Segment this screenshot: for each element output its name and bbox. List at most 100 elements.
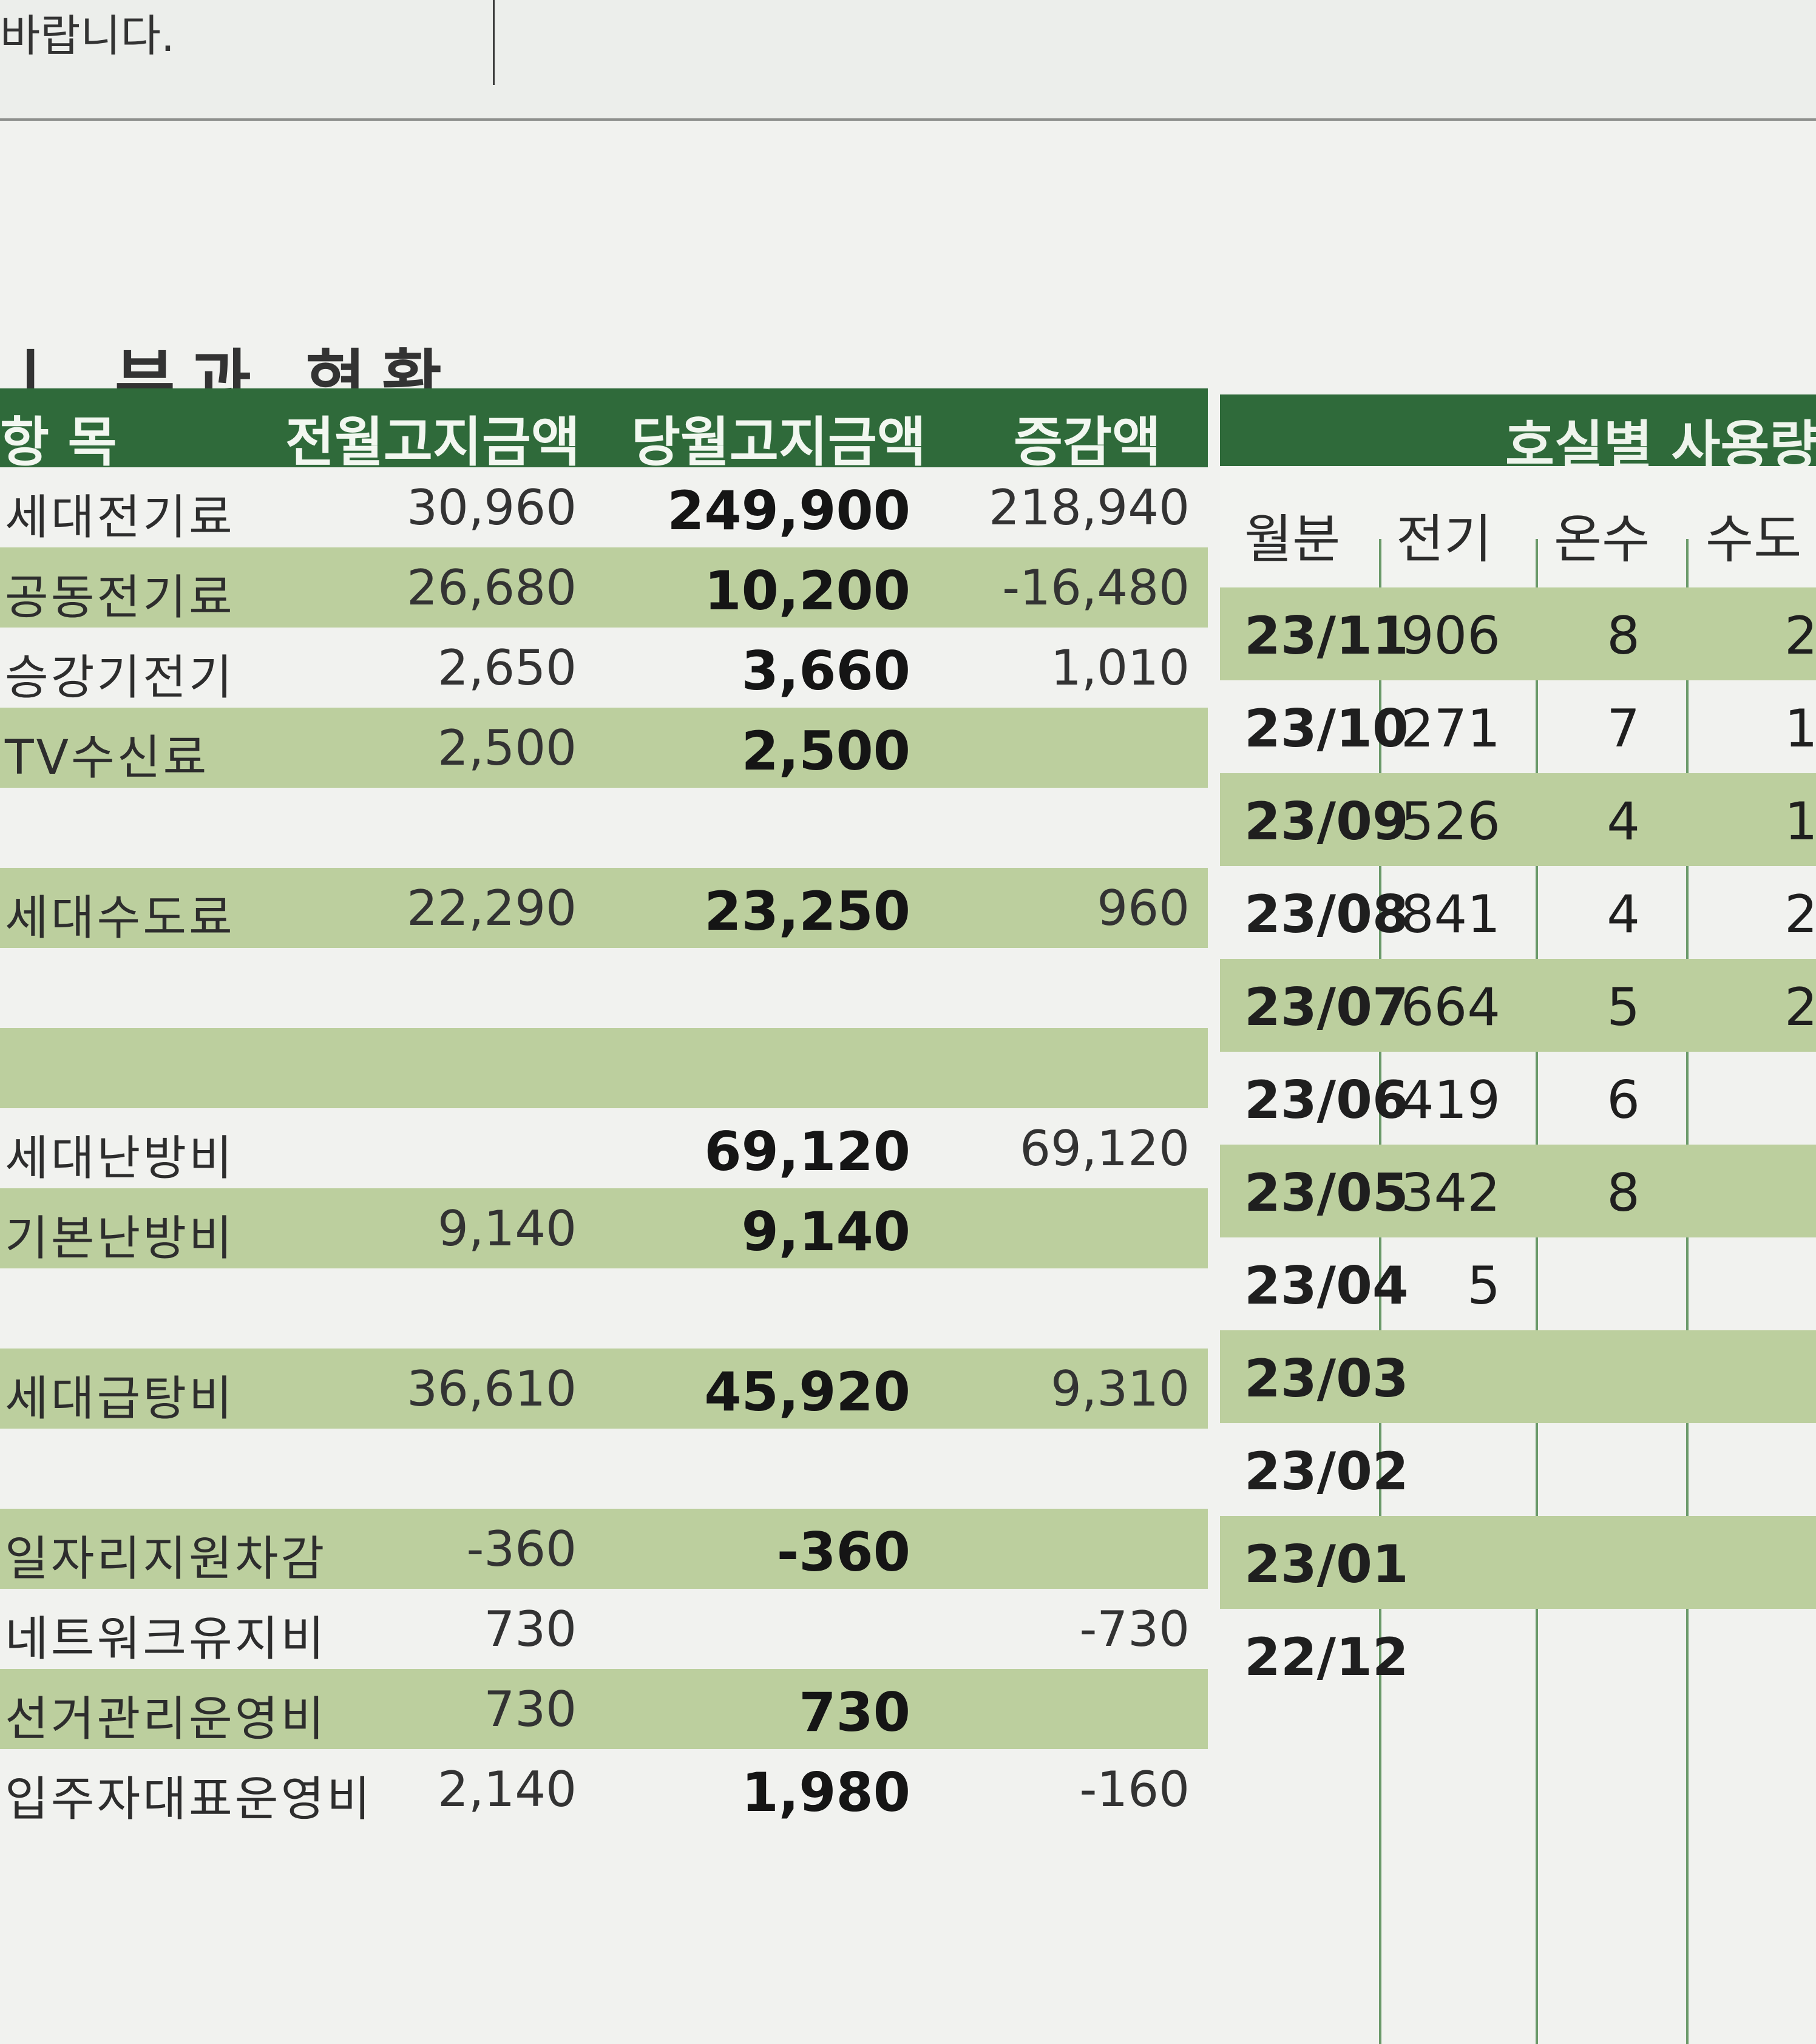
billing-table-header: 항 목 전월고지금액 당월고지금액 증감액 [0, 388, 1208, 473]
table-row: 23/08 841 4 2 [1220, 866, 1816, 959]
usage-water: 2 [1784, 977, 1816, 1038]
usage-hot-water: 7 [1607, 699, 1640, 759]
column-divider [1379, 539, 1381, 2044]
usage-water: 20 [1784, 606, 1816, 666]
table-row: 네트워크유지비 730 -730 [0, 1589, 1208, 1669]
table-row: 공동전기료 26,680 10,200 -16,480 [0, 547, 1208, 628]
prev-amount: 30,960 [407, 479, 577, 536]
current-amount: -360 [776, 1521, 910, 1583]
current-amount: 1,980 [741, 1761, 910, 1824]
table-row [0, 1429, 1208, 1509]
prev-amount: 730 [484, 1681, 577, 1738]
table-row: 23/05 342 8 [1220, 1145, 1816, 1237]
col-hot-water: 온수 [1554, 509, 1650, 570]
item-name: 기본난방비 [5, 1211, 235, 1266]
difference-amount: -730 [1079, 1601, 1190, 1657]
prev-amount: 2,650 [437, 640, 577, 696]
usage-month: 23/05 [1244, 1163, 1409, 1223]
usage-month: 23/02 [1244, 1441, 1409, 1502]
usage-hot-water: 5 [1607, 977, 1640, 1038]
table-row [0, 1268, 1208, 1349]
usage-table-title: 호실별 사용량 [1505, 415, 1816, 466]
table-row: 선거관리운영비 730 730 [0, 1669, 1208, 1749]
table-row: 23/10 271 7 1 [1220, 680, 1816, 773]
table-row: 23/02 [1220, 1423, 1816, 1516]
current-amount: 730 [799, 1681, 910, 1744]
header-item: 항 목 [0, 411, 117, 473]
header-prev-month: 전월고지금액 [285, 411, 580, 473]
table-row: 세대난방비 69,120 69,120 [0, 1108, 1208, 1188]
column-divider [1686, 539, 1689, 2044]
prev-amount: 26,680 [407, 560, 577, 616]
usage-electricity: 841 [1400, 884, 1500, 945]
usage-electricity: 664 [1400, 977, 1500, 1038]
table-row: 23/03 [1220, 1330, 1816, 1423]
prev-amount: 2,500 [437, 720, 577, 776]
item-name: 공동전기료 [5, 570, 235, 625]
current-amount: 9,140 [741, 1200, 910, 1263]
difference-amount: 960 [1097, 880, 1190, 936]
difference-amount: 9,310 [1050, 1361, 1190, 1417]
usage-month: 22/12 [1244, 1627, 1409, 1688]
usage-water: 2 [1784, 884, 1816, 945]
prev-amount: -360 [466, 1521, 577, 1577]
usage-month: 23/11 [1244, 606, 1409, 666]
current-amount: 23,250 [704, 880, 910, 942]
usage-electricity: 5 [1467, 1256, 1500, 1316]
item-name: 네트워크유지비 [5, 1612, 327, 1667]
usage-electricity: 342 [1400, 1163, 1500, 1223]
current-amount: 10,200 [704, 560, 910, 622]
usage-hot-water: 6 [1607, 1070, 1640, 1131]
item-name: 세대수도료 [5, 891, 235, 946]
table-row: 입주자대표운영비 2,140 1,980 -160 [0, 1749, 1208, 1829]
table-row: 기본난방비 9,140 9,140 [0, 1188, 1208, 1268]
usage-month: 23/06 [1244, 1070, 1409, 1131]
item-name: TV수신료 [5, 731, 209, 785]
table-row: 세대전기료 30,960 249,900 218,940 [0, 467, 1208, 547]
usage-month: 23/01 [1244, 1534, 1409, 1595]
table-row: 승강기전기 2,650 3,660 1,010 [0, 628, 1208, 708]
prev-amount: 9,140 [437, 1200, 577, 1257]
usage-month: 23/09 [1244, 791, 1409, 852]
current-amount: 2,500 [741, 720, 910, 782]
header-difference: 증감액 [1014, 411, 1161, 473]
col-electricity: 전기 [1396, 509, 1492, 570]
difference-amount: 69,120 [1020, 1120, 1190, 1177]
difference-amount: -160 [1079, 1761, 1190, 1818]
usage-electricity: 906 [1400, 606, 1500, 666]
col-month: 월분 [1244, 509, 1341, 570]
current-amount: 69,120 [704, 1120, 910, 1183]
table-row: 23/01 [1220, 1516, 1816, 1609]
difference-amount: 1,010 [1050, 640, 1190, 696]
usage-month: 23/10 [1244, 699, 1409, 759]
top-band: 바랍니다. [0, 0, 1816, 121]
prev-amount: 22,290 [407, 880, 577, 936]
table-row: 23/09 526 4 1 [1220, 773, 1816, 866]
usage-column-headers: 월분 전기 온수 수도 [1220, 466, 1816, 2044]
table-row [0, 1028, 1208, 1108]
usage-hot-water: 4 [1607, 791, 1640, 852]
usage-water: 1 [1784, 699, 1816, 759]
item-name: 세대난방비 [5, 1131, 235, 1186]
difference-amount: -16,480 [1002, 560, 1190, 616]
current-amount: 249,900 [667, 479, 910, 542]
table-row: 23/04 5 [1220, 1237, 1816, 1330]
table-row: 세대급탕비 36,610 45,920 9,310 [0, 1349, 1208, 1429]
usage-month: 23/07 [1244, 977, 1409, 1038]
item-name: 세대급탕비 [5, 1372, 235, 1426]
usage-month: 23/08 [1244, 884, 1409, 945]
billing-table: 항 목 전월고지금액 당월고지금액 증감액 세대전기료 30,960 249,900… [0, 388, 1208, 1829]
usage-hot-water: 8 [1607, 1163, 1640, 1223]
usage-hot-water: 8 [1607, 606, 1640, 666]
table-row: 22/12 [1220, 1609, 1816, 1702]
usage-hot-water: 4 [1607, 884, 1640, 945]
usage-month: 23/04 [1244, 1256, 1409, 1316]
table-row: TV수신료 2,500 2,500 [0, 708, 1208, 788]
table-row: 23/06 419 6 [1220, 1052, 1816, 1145]
item-name: 세대전기료 [5, 490, 235, 545]
top-note: 바랍니다. [0, 10, 175, 61]
divider-line [493, 0, 495, 85]
prev-amount: 36,610 [407, 1361, 577, 1417]
